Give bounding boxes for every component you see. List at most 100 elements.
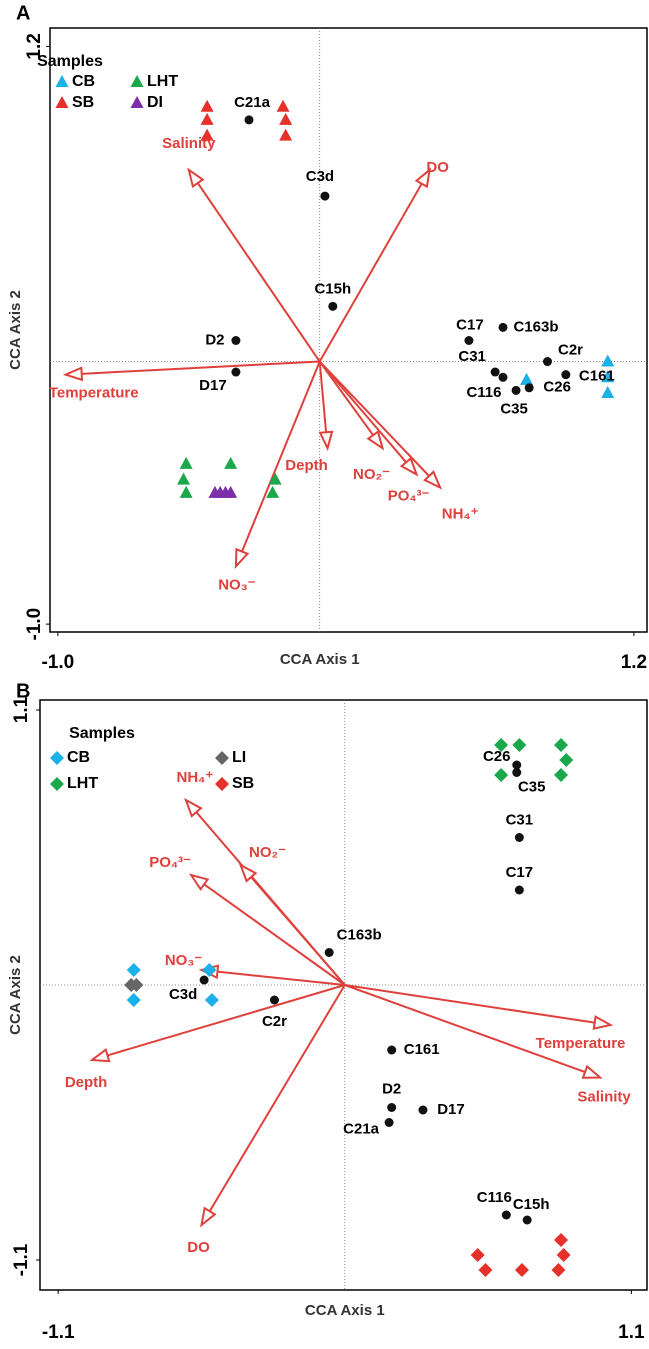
vector-label: Depth bbox=[285, 457, 328, 474]
vector-shaft bbox=[208, 984, 346, 1212]
site-label: C15h bbox=[513, 1196, 550, 1213]
sample-marker bbox=[551, 1263, 566, 1277]
vector-shaft bbox=[344, 984, 586, 1073]
site-label: C26 bbox=[483, 748, 511, 765]
legend-marker bbox=[130, 96, 144, 108]
site-point bbox=[490, 367, 500, 377]
site-label: C3d bbox=[169, 986, 197, 1003]
vector-shaft bbox=[107, 984, 346, 1057]
site-point bbox=[244, 115, 254, 125]
sample-marker bbox=[200, 128, 214, 141]
sample-marker bbox=[179, 456, 193, 469]
sample-marker bbox=[202, 963, 217, 977]
sample-marker bbox=[556, 1248, 571, 1262]
vector-label: Salinity bbox=[577, 1088, 631, 1105]
sample-marker bbox=[179, 485, 193, 498]
legend-title: Samples bbox=[37, 53, 103, 70]
site-point bbox=[522, 1215, 532, 1225]
sample-marker bbox=[224, 485, 238, 498]
site-label: C17 bbox=[456, 316, 484, 333]
vector-head bbox=[414, 167, 432, 189]
vector-arrow bbox=[318, 167, 432, 363]
vector-arrow bbox=[62, 360, 320, 382]
vector-head bbox=[581, 1064, 603, 1079]
sample-marker bbox=[126, 993, 141, 1007]
vector-label: Temperature bbox=[536, 1035, 626, 1052]
site-point bbox=[231, 367, 241, 377]
site-label: D17 bbox=[199, 377, 227, 394]
site-point bbox=[498, 372, 508, 382]
vector-arrow bbox=[318, 361, 334, 452]
sample-marker bbox=[520, 372, 534, 385]
sample-marker bbox=[601, 386, 615, 399]
sample-marker bbox=[129, 978, 144, 992]
vector-arrow bbox=[344, 984, 614, 1030]
sample-marker bbox=[470, 1248, 485, 1262]
legend-label: SB bbox=[72, 94, 94, 111]
sample-marker bbox=[494, 738, 509, 752]
site-label: C21a bbox=[343, 1120, 380, 1137]
vector-arrow bbox=[238, 862, 346, 986]
vector-shaft bbox=[318, 183, 423, 363]
site-point bbox=[328, 301, 338, 311]
vector-head bbox=[238, 862, 258, 883]
vector-arrow bbox=[187, 167, 321, 363]
x-axis-label: CCA Axis 1 bbox=[280, 651, 360, 668]
legend-title: Samples bbox=[69, 725, 135, 742]
vector-arrow bbox=[344, 984, 603, 1079]
vector-label: DO bbox=[426, 159, 449, 176]
y-axis-label: CCA Axis 2 bbox=[7, 955, 24, 1035]
sample-marker bbox=[559, 753, 574, 767]
site-label: C161 bbox=[579, 368, 615, 385]
site-label: C35 bbox=[500, 400, 528, 417]
vector-arrow bbox=[318, 360, 385, 451]
sample-marker bbox=[554, 768, 569, 782]
legend-label: SB bbox=[232, 775, 254, 792]
sample-marker bbox=[268, 472, 282, 485]
site-label: D2 bbox=[205, 331, 224, 348]
site-label: C161 bbox=[404, 1041, 440, 1058]
sample-marker bbox=[276, 99, 290, 112]
plot-frame bbox=[49, 27, 648, 633]
vector-label: PO₄³⁻ bbox=[388, 487, 430, 504]
sample-marker bbox=[514, 1263, 529, 1277]
vector-head bbox=[592, 1015, 614, 1030]
vector-head bbox=[188, 873, 210, 891]
vector-shaft bbox=[250, 876, 346, 986]
vector-head bbox=[399, 456, 419, 477]
site-label: D2 bbox=[382, 1080, 401, 1097]
vector-shaft bbox=[81, 360, 320, 375]
vector-head bbox=[62, 366, 84, 382]
vector-head bbox=[200, 1206, 217, 1228]
vector-label: NH₄⁺ bbox=[442, 506, 479, 523]
site-point bbox=[514, 833, 524, 842]
sample-marker bbox=[279, 112, 293, 125]
site-point bbox=[320, 191, 330, 201]
vector-shaft bbox=[344, 984, 595, 1024]
vector-shaft bbox=[203, 883, 346, 986]
vector-head bbox=[187, 167, 205, 189]
sample-marker bbox=[601, 354, 615, 367]
vector-head bbox=[184, 797, 203, 818]
site-point bbox=[561, 370, 571, 380]
site-point bbox=[498, 322, 508, 332]
site-point bbox=[324, 948, 334, 957]
legend-marker bbox=[50, 777, 64, 791]
site-label: C17 bbox=[506, 864, 534, 881]
site-point bbox=[387, 1045, 397, 1055]
vector-head bbox=[234, 547, 250, 569]
vector-shaft bbox=[318, 360, 430, 477]
vector-arrow bbox=[318, 360, 443, 490]
vector-arrow bbox=[234, 361, 321, 569]
site-point bbox=[501, 1210, 511, 1220]
vector-arrow bbox=[318, 360, 419, 477]
legend-marker bbox=[55, 96, 69, 108]
legend-marker bbox=[50, 751, 64, 765]
site-point bbox=[384, 1118, 394, 1127]
x-tick-label: 1.2 bbox=[621, 652, 647, 673]
x-axis-label: CCA Axis 1 bbox=[305, 1302, 385, 1319]
site-point bbox=[524, 383, 534, 393]
vector-label: DO bbox=[187, 1239, 210, 1256]
site-label: C26 bbox=[543, 379, 571, 396]
